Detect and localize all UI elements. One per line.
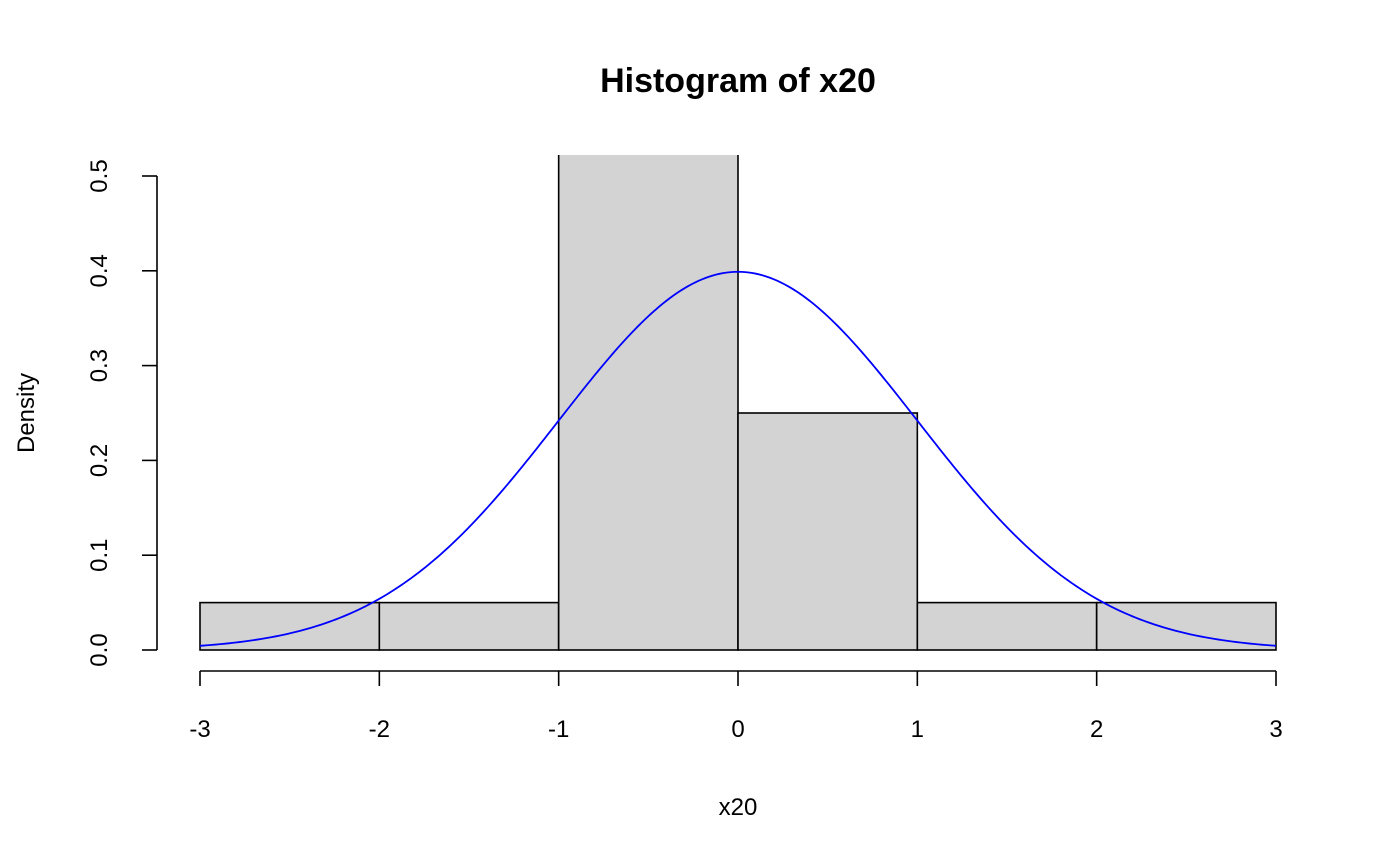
x-axis-label: x20 — [719, 794, 758, 821]
histogram-bar-5 — [916, 601, 1098, 651]
x-axis: -3 -2 -1 0 1 2 3 — [189, 670, 1283, 743]
x-tick-label-6: 2 — [1090, 716, 1103, 743]
x-tick-label-7: 3 — [1269, 716, 1282, 743]
histogram-bar-2 — [378, 601, 560, 651]
histogram-bar-4 — [737, 412, 919, 651]
histogram-bars — [199, 155, 1277, 651]
x-tick-label-4: 0 — [731, 716, 744, 743]
y-axis-label: Density — [13, 373, 40, 453]
x-tick-label-2: -2 — [369, 716, 390, 743]
y-tick-label-4: 0.3 — [86, 349, 113, 382]
y-tick-label-2: 0.1 — [86, 539, 113, 572]
x-tick-label-3: -1 — [548, 716, 569, 743]
y-tick-label-1: 0.0 — [86, 633, 113, 666]
density-curve-layer — [199, 270, 1277, 647]
histogram-bar-1 — [199, 601, 381, 651]
y-tick-label-6: 0.5 — [86, 159, 113, 192]
x-tick-label-5: 1 — [911, 716, 924, 743]
histogram-bar-6 — [1095, 601, 1277, 651]
x-tick-label-1: -3 — [189, 716, 210, 743]
normal-density-curve — [199, 270, 1277, 647]
histogram-bar-3 — [557, 155, 739, 651]
y-tick-label-3: 0.2 — [86, 444, 113, 477]
chart-title: Histogram of x20 — [600, 62, 876, 100]
y-tick-label-5: 0.4 — [86, 254, 113, 287]
y-axis: 0.0 0.1 0.2 0.3 0.4 0.5 — [86, 159, 158, 667]
